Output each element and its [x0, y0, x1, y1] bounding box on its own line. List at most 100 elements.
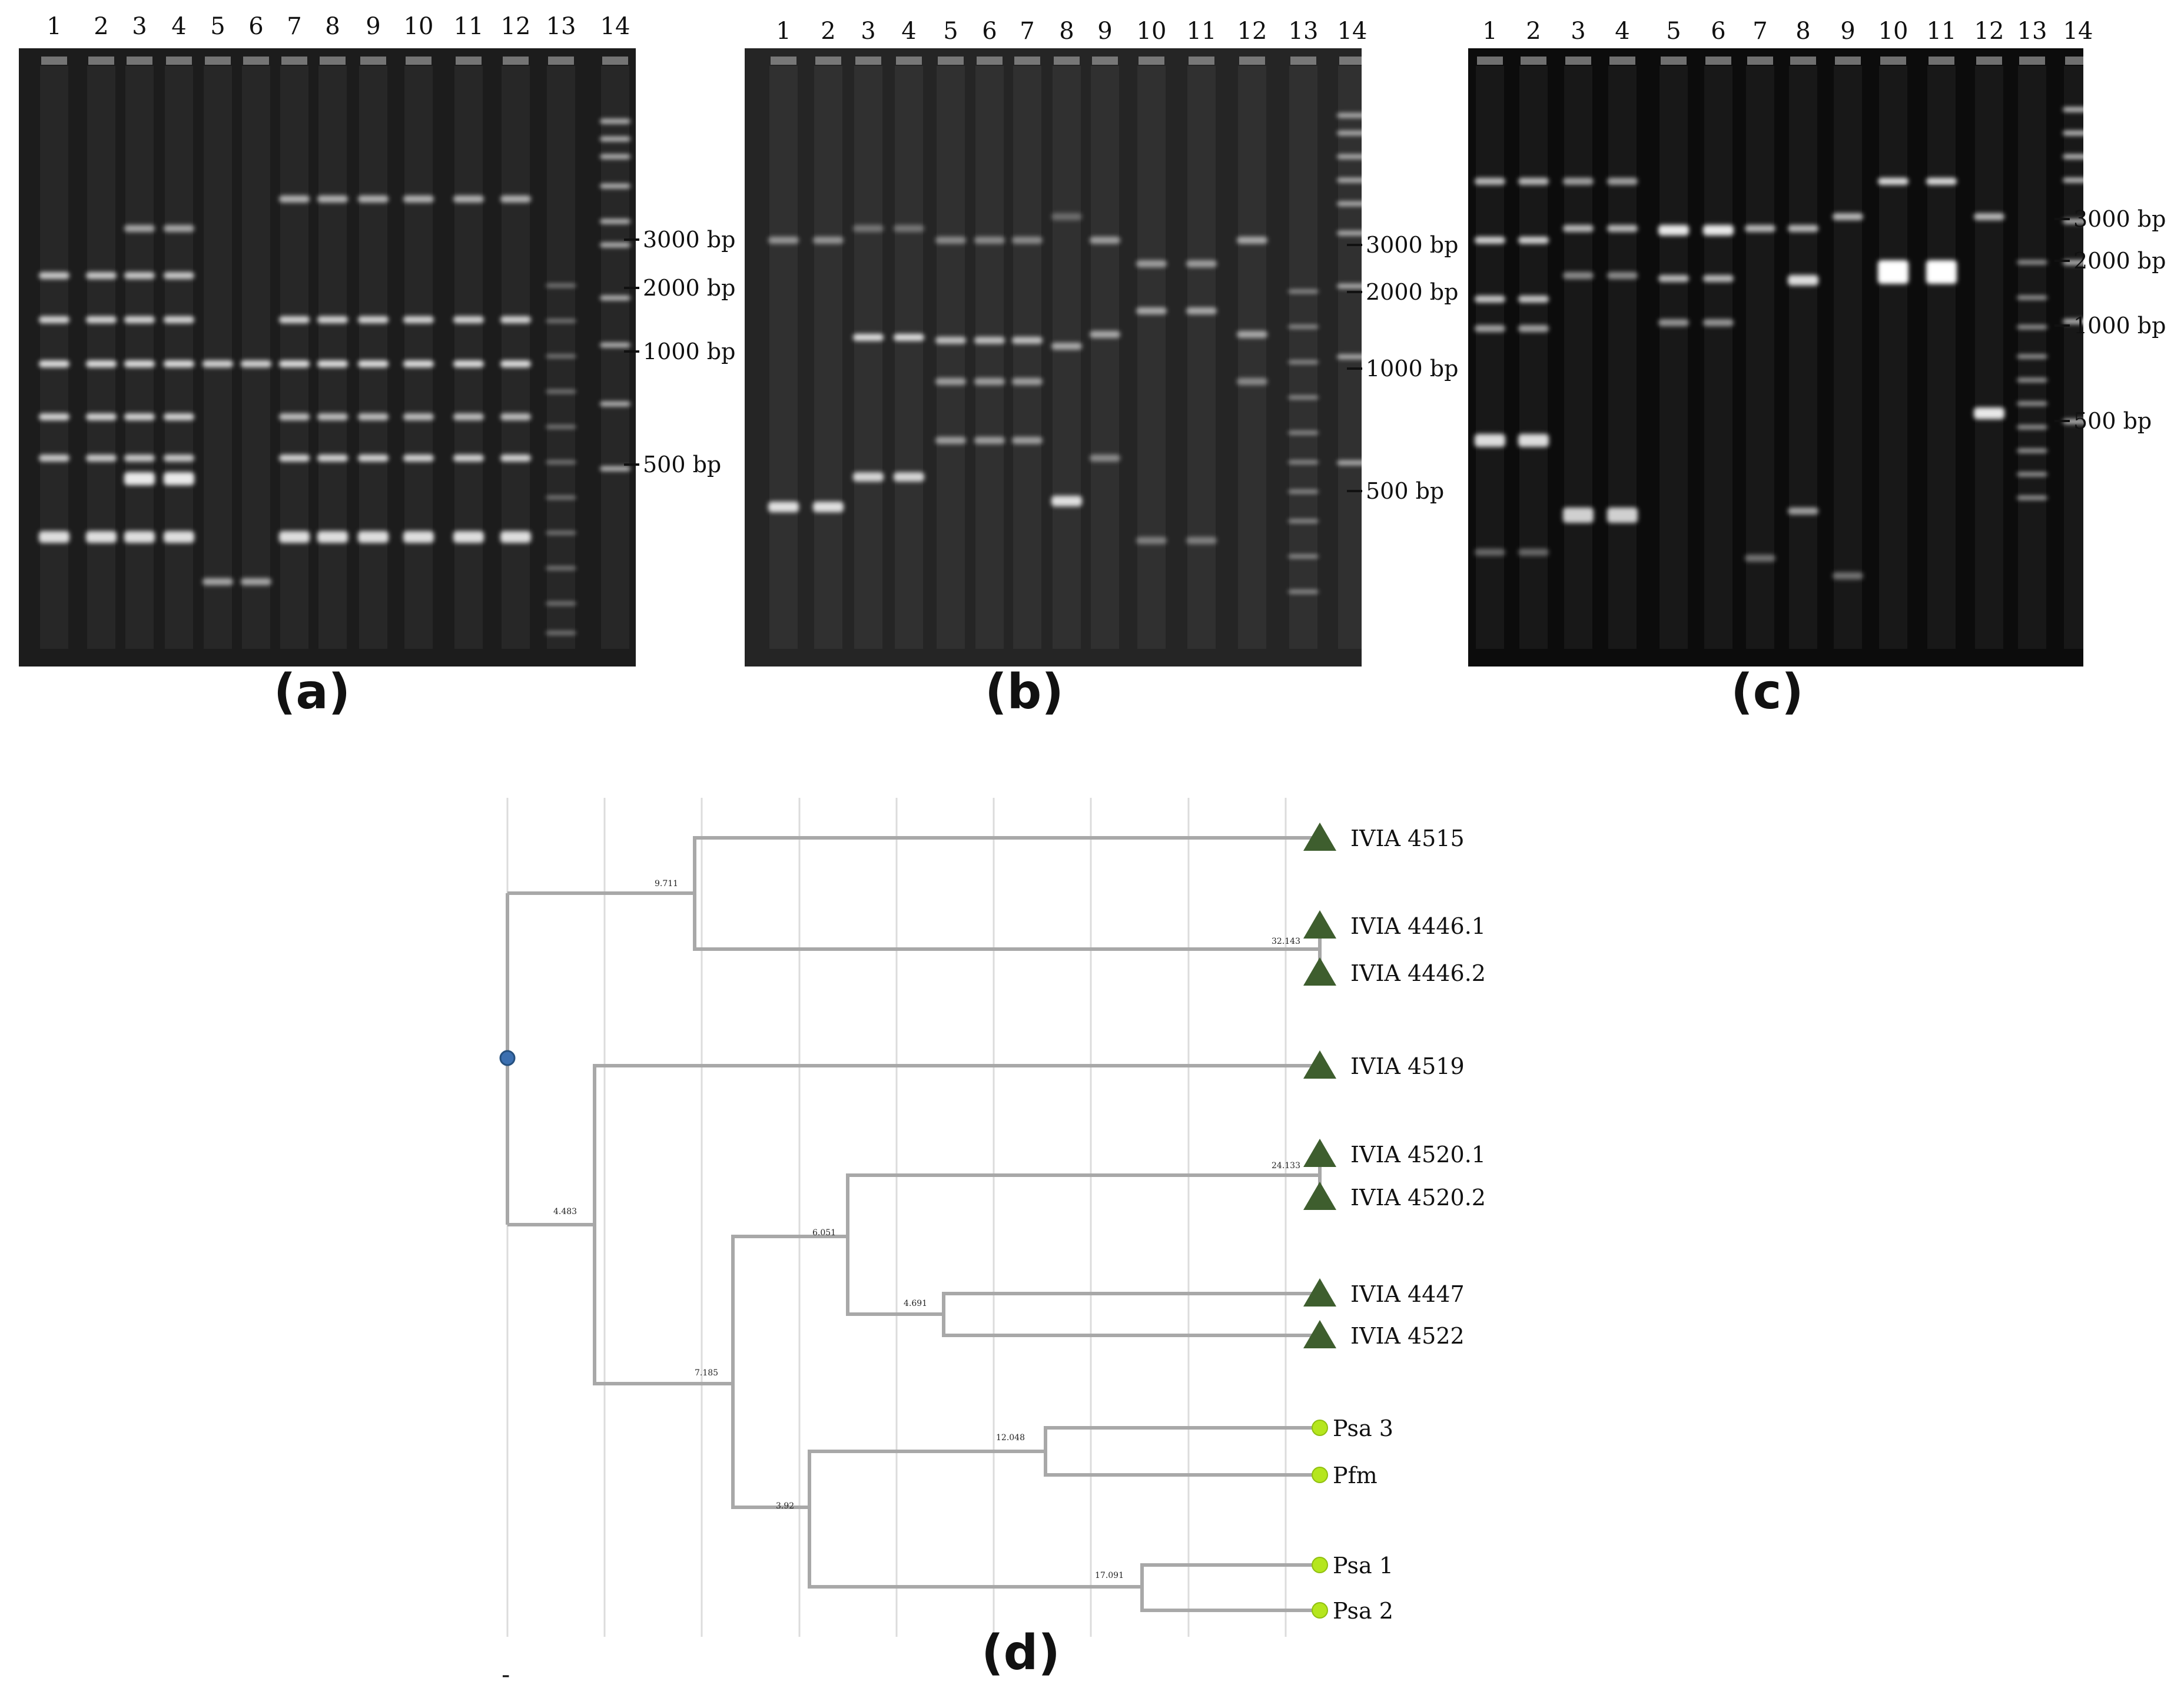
lane-smear	[1564, 66, 1592, 649]
gel-band	[2063, 219, 2083, 224]
gel-band	[1518, 237, 1549, 244]
gel-band	[124, 316, 155, 323]
lane-number: 4	[901, 18, 917, 45]
gel-band	[1090, 331, 1120, 338]
gel-band	[1012, 237, 1043, 244]
gel-well	[360, 57, 386, 65]
gel-band	[1475, 549, 1505, 556]
gel-well	[1929, 57, 1954, 65]
gel-band	[164, 272, 194, 279]
lane-number: 5	[943, 18, 958, 45]
gel-band	[124, 272, 155, 279]
marker-500: 500 bp	[624, 452, 721, 478]
gel-band	[1833, 213, 1863, 220]
gel-svg-a	[19, 48, 636, 667]
lane-smear	[1289, 66, 1317, 649]
marker-1000: 1000 bp	[624, 339, 735, 364]
gel-band	[1607, 272, 1638, 279]
gel-band	[317, 316, 348, 323]
root-node	[499, 1050, 516, 1066]
gel-band	[1051, 343, 1082, 350]
gel-band	[546, 496, 576, 499]
gel-band	[164, 455, 194, 462]
branch	[693, 893, 1322, 973]
marker-1000: 1000 bp	[2054, 313, 2166, 339]
branch-value: 4.483	[553, 1207, 577, 1216]
gel-band	[1788, 275, 1818, 286]
dendrogram-branches	[506, 836, 1322, 1612]
gel-band	[2063, 319, 2083, 324]
gel-well	[1609, 57, 1635, 65]
gel-band	[124, 360, 155, 367]
lane-number: 11	[453, 13, 484, 40]
lane-smear	[854, 66, 882, 649]
gel-band	[164, 225, 194, 232]
lane-number: 14	[1337, 18, 1368, 45]
lane-smear	[1746, 66, 1774, 649]
lane-smear	[1704, 66, 1732, 649]
gel-band	[1288, 325, 1319, 329]
dendrogram-leaves: IVIA 4515 IVIA 4446.1 IVIA 4446.2 IVIA 4519…	[1303, 823, 1486, 1624]
gel-well	[320, 57, 346, 65]
gel-band	[39, 413, 69, 420]
gel-band	[1337, 231, 1362, 236]
gel-band	[1288, 555, 1319, 558]
gel-band	[39, 272, 69, 279]
gel-band	[546, 354, 576, 358]
lane-number: 6	[248, 13, 264, 40]
lane-smear	[937, 66, 965, 649]
gel-well	[548, 57, 574, 65]
leaf-label: IVIA 4522	[1350, 1323, 1465, 1349]
gel-band	[1051, 496, 1082, 506]
gel-band	[317, 360, 348, 367]
gel-band	[1288, 460, 1319, 464]
leaf-label: IVIA 4515	[1350, 825, 1465, 851]
lane-smear	[1659, 66, 1688, 649]
lane-smear	[1187, 66, 1216, 649]
branch	[731, 1384, 1320, 1509]
leaf-label: IVIA 4447	[1350, 1281, 1465, 1307]
gel-well	[855, 57, 881, 65]
gel-band	[1051, 213, 1082, 220]
gel-band	[86, 316, 117, 323]
lane-number: 12	[500, 13, 531, 40]
gel-band	[279, 455, 310, 462]
gel-band	[2063, 178, 2083, 183]
lane-number: 12	[1974, 18, 2004, 45]
lane-smear	[1975, 66, 2003, 649]
marker-3000: 3000 bp	[1347, 232, 1458, 258]
gel-band	[403, 531, 434, 543]
gel-band	[1012, 437, 1043, 444]
branch-value: 4.691	[904, 1299, 927, 1308]
lane-number: 2	[94, 13, 109, 40]
lane-smear	[1091, 66, 1119, 649]
gel-band	[241, 578, 271, 585]
lane-smear	[125, 66, 154, 649]
gel-band	[1090, 237, 1120, 244]
lane-number: 7	[1752, 18, 1768, 45]
gel-band	[1607, 178, 1638, 185]
gel-band	[1658, 225, 1689, 236]
gel-band	[1926, 260, 1957, 284]
gel-band	[1288, 490, 1319, 493]
gel-well	[1054, 57, 1080, 65]
gel-band	[1518, 549, 1549, 556]
gel-band	[453, 360, 484, 367]
gel-band	[124, 472, 155, 485]
gel-band	[1136, 260, 1167, 267]
gel-band	[453, 531, 484, 543]
gel-image-c	[1468, 48, 2083, 667]
gel-band	[1658, 275, 1689, 282]
gel-background	[1468, 48, 2083, 667]
gel-band	[2063, 131, 2083, 135]
gel-band	[1703, 319, 1734, 326]
gel-band	[2063, 107, 2083, 112]
gel-band	[1186, 260, 1217, 267]
gel-band	[894, 472, 924, 482]
lane-smear	[359, 66, 387, 649]
gel-band	[2017, 296, 2047, 300]
gel-band	[935, 337, 966, 344]
panel-label-b: (b)	[985, 664, 1064, 720]
gel-band	[1926, 178, 1957, 185]
lane-number: 1	[776, 18, 791, 45]
